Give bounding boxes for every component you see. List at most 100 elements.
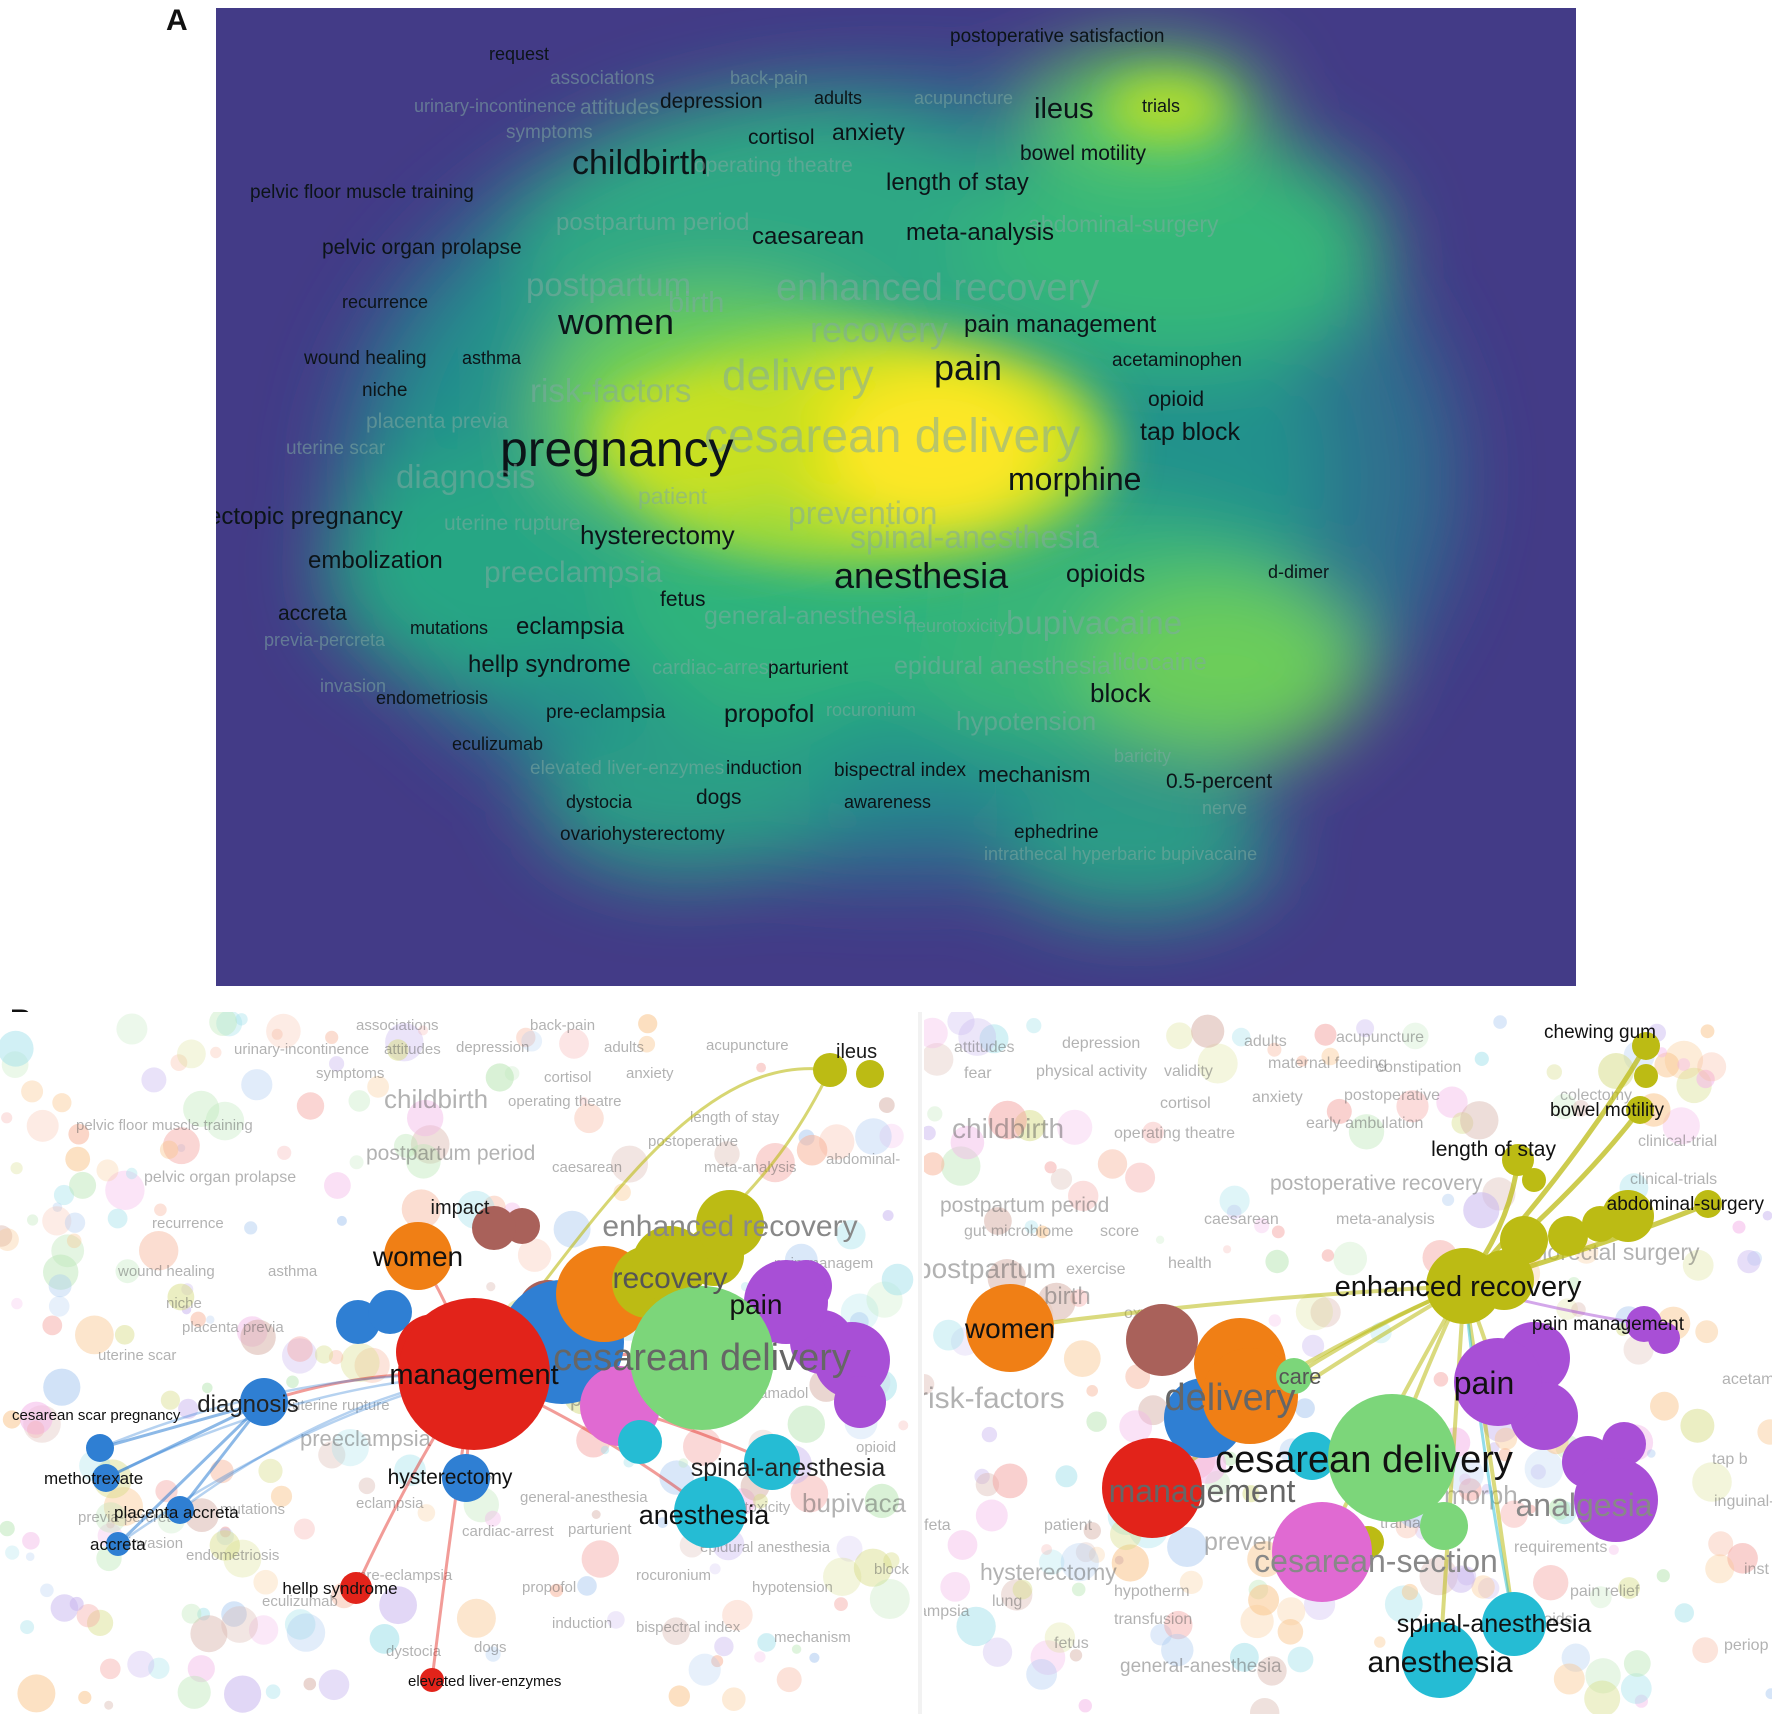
node-management[interactable] (398, 1298, 550, 1450)
node-care[interactable] (1276, 1358, 1312, 1394)
background-dot (1041, 1544, 1052, 1555)
background-dot (581, 1540, 619, 1578)
node-spinal-anesthesia[interactable] (744, 1434, 800, 1490)
background-dot (22, 1532, 40, 1550)
background-dot (1762, 1210, 1772, 1221)
density-map-panel: postoperative satisfaction request associa… (216, 8, 1576, 986)
background-dot (1695, 1320, 1719, 1344)
node-pain[interactable] (1454, 1338, 1542, 1426)
background-dot (869, 1579, 910, 1619)
background-dot (1024, 1220, 1039, 1234)
faint-label-operating-theatre: operating theatre (1114, 1125, 1235, 1142)
faint-label-transfusion: transfusion (1114, 1611, 1192, 1628)
background-dot (1326, 1098, 1352, 1124)
node-hysterectomy[interactable] (442, 1454, 490, 1502)
background-dot (1242, 1485, 1260, 1503)
background-dot (418, 1025, 428, 1036)
node-placenta-accreta[interactable] (166, 1496, 194, 1524)
faint-label-back-pain: back-pain (530, 1017, 595, 1034)
faint-label-associations: associations (356, 1017, 439, 1034)
background-dot (1705, 1554, 1735, 1584)
term-accreta: accreta (278, 602, 347, 625)
background-dot (325, 1030, 339, 1044)
node-pain[interactable] (744, 1260, 828, 1344)
faint-label-physical-activity: physical activity (1036, 1063, 1147, 1080)
background-dot (26, 1109, 59, 1142)
node-women[interactable] (384, 1222, 452, 1290)
faint-label-dystocia: dystocia (386, 1643, 442, 1660)
node-cesarean-delivery[interactable] (630, 1286, 774, 1430)
node-cesarean-delivery[interactable] (1328, 1394, 1456, 1522)
node-ileus[interactable] (813, 1053, 847, 1087)
background-dot (1230, 1642, 1259, 1672)
faint-labels-left: associations back-pain urinary-incontinenc… (76, 1017, 910, 1660)
faint-label-meta-analysis: meta-analysis (1336, 1211, 1435, 1228)
term-patient: patient (638, 483, 708, 509)
background-dot (1620, 1673, 1652, 1704)
node-diagnosis[interactable] (240, 1378, 288, 1426)
background-dot (20, 1620, 35, 1635)
term-postpartum: postpartum (526, 266, 691, 303)
node-recovery[interactable] (632, 1226, 708, 1302)
faint-label-clinical-trial: clinical-trial (1638, 1133, 1717, 1150)
background-dot (48, 1296, 70, 1317)
node-chewing-gum[interactable] (1632, 1032, 1660, 1060)
node-analgesia[interactable] (1574, 1458, 1658, 1542)
node-women[interactable] (966, 1284, 1054, 1372)
faint-label-placenta-previa: placenta previa (182, 1319, 284, 1336)
node-cesarean-scar-pregnancy[interactable] (86, 1434, 114, 1462)
background-dot (1287, 1646, 1314, 1673)
background-dot (982, 1637, 1013, 1667)
term-pelvic-organ-prolapse: pelvic organ prolapse (322, 236, 522, 259)
background-dot (25, 1552, 35, 1561)
node-accreta[interactable] (106, 1532, 130, 1556)
node-length-of-stay[interactable] (1502, 1144, 1534, 1176)
background-dot (1551, 1093, 1577, 1120)
node-enhanced-recovery[interactable] (696, 1190, 764, 1258)
label-elevated-liver-enzymes: elevated liver-enzymes (408, 1673, 561, 1690)
faint-label-postoperative: postoperative (648, 1133, 738, 1150)
background-dot (318, 1669, 350, 1701)
faint-label-niche: niche (166, 1295, 202, 1312)
term-request: request (489, 44, 549, 64)
background-dot (1071, 1582, 1086, 1597)
node-management[interactable] (1102, 1438, 1202, 1538)
background-dot (406, 1144, 441, 1179)
background-dot (358, 1477, 376, 1495)
term-trials: trials (1142, 96, 1180, 116)
background-dot (1268, 1314, 1281, 1327)
term-ovariohysterectomy: ovariohysterectomy (560, 824, 725, 845)
node-pain-management[interactable] (1626, 1306, 1662, 1342)
background-dot (1471, 1575, 1495, 1599)
background-dot (1553, 1663, 1585, 1695)
background-dot (975, 1499, 1008, 1532)
label-length-of-stay: length of stay (1431, 1138, 1556, 1161)
faint-label-inst: inst (1744, 1561, 1769, 1578)
term-spinal-anesthesia: spinal-anesthesia (850, 519, 1099, 555)
label-diagnosis: diagnosis (197, 1391, 298, 1418)
background-dot (53, 1184, 75, 1206)
background-dot (638, 1035, 656, 1053)
faint-label-opioid: opioid (856, 1439, 896, 1456)
background-dot (394, 1454, 426, 1487)
node-delivery[interactable] (1202, 1348, 1298, 1444)
node-bowel-motility[interactable] (1626, 1096, 1654, 1124)
node-anesthesia[interactable] (1402, 1622, 1478, 1698)
node-impact[interactable] (472, 1206, 516, 1250)
faint-label-pelvic-floor-muscle-training: pelvic floor muscle training (76, 1117, 253, 1134)
node-cesarean-section[interactable] (1272, 1502, 1372, 1602)
node-hellp-syndrome[interactable] (340, 1572, 372, 1604)
node-spinal-anesthesia[interactable] (1482, 1592, 1546, 1656)
node-enhanced-recovery[interactable] (1426, 1248, 1502, 1324)
background-dot (1254, 1218, 1270, 1234)
faint-label-score: score (1100, 1223, 1139, 1240)
node-elevated-liver-enzymes[interactable] (420, 1668, 444, 1692)
node-anesthesia[interactable] (674, 1476, 746, 1548)
node-abdominal-surgery[interactable] (1694, 1190, 1722, 1218)
label-ileus: ileus (836, 1041, 877, 1063)
term-eculizumab: eculizumab (452, 734, 543, 754)
background-dot (1584, 1680, 1621, 1714)
node-cyan (1288, 1432, 1336, 1480)
node-methotrexate[interactable] (92, 1464, 120, 1492)
background-dot (87, 1609, 114, 1636)
